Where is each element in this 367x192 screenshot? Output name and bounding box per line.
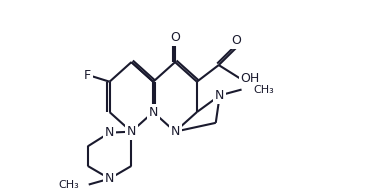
- Text: N: N: [170, 125, 180, 138]
- Text: CH₃: CH₃: [58, 180, 79, 190]
- Text: O: O: [170, 31, 180, 45]
- Text: F: F: [84, 69, 91, 82]
- Text: N: N: [215, 89, 224, 102]
- Text: O: O: [232, 34, 241, 47]
- Text: N: N: [127, 125, 136, 138]
- Text: N: N: [105, 126, 114, 139]
- Text: OH: OH: [240, 72, 260, 85]
- Text: N: N: [105, 172, 114, 185]
- Text: CH₃: CH₃: [254, 84, 274, 94]
- Text: N: N: [149, 106, 158, 119]
